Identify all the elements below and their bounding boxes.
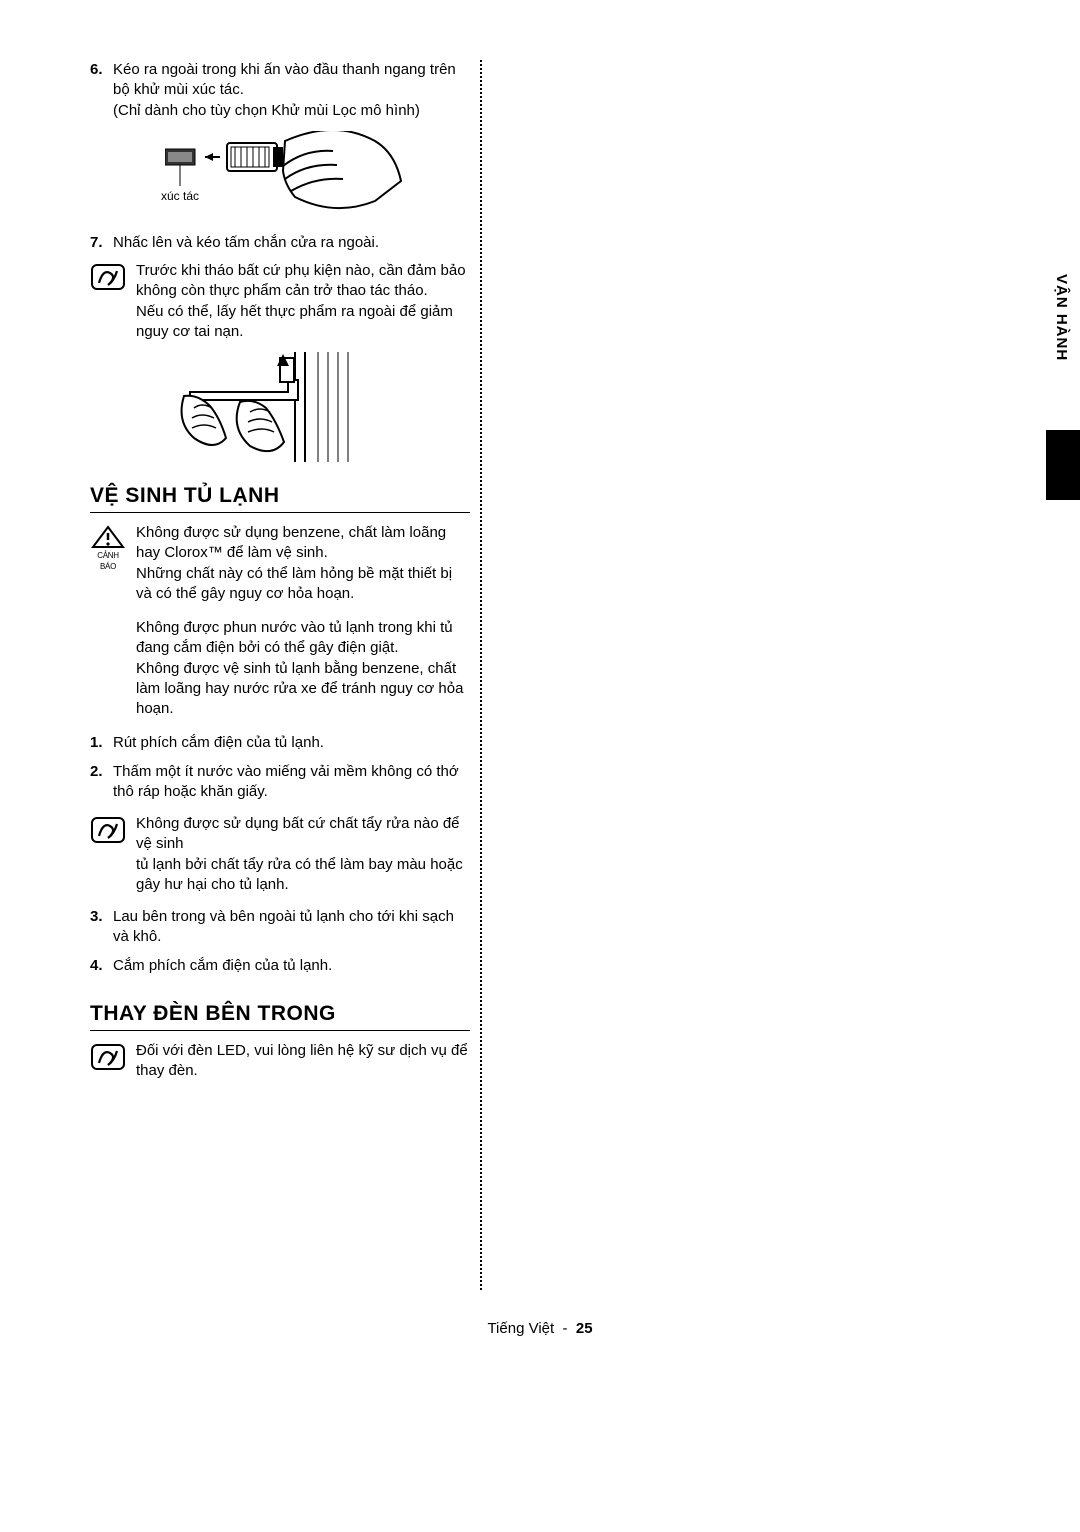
list-text: Rút phích cắm điện của tủ lạnh. <box>113 733 324 753</box>
section-rule <box>90 1030 470 1031</box>
figure-door-guard <box>180 352 470 462</box>
content-column: 6. Kéo ra ngoài trong khi ấn vào đầu tha… <box>90 60 470 1089</box>
list-item: 4. Cắm phích cắm điện của tủ lạnh. <box>90 956 470 976</box>
note-text: Trước khi tháo bất cứ phụ kiện nào, cần … <box>136 261 470 342</box>
list-item: 7. Nhấc lên và kéo tấm chắn cửa ra ngoài… <box>90 233 470 253</box>
page-footer: Tiếng Việt - 25 <box>0 1320 1080 1337</box>
footer-page: 25 <box>576 1320 593 1337</box>
warning-text: Không được sử dụng benzene, chất làm loã… <box>136 523 470 604</box>
note-icon <box>90 261 126 342</box>
footer-sep: - <box>563 1320 568 1337</box>
warning-label: CẢNH BÁO <box>90 551 126 573</box>
list-text: Nhấc lên và kéo tấm chắn cửa ra ngoài. <box>113 233 379 253</box>
section-tab-label: VẬN HÀNH <box>1046 260 1070 361</box>
figure-deodorizer: xúc tác <box>165 131 470 203</box>
note-row: Không được sử dụng bất cứ chất tẩy rửa n… <box>90 814 470 895</box>
note-text: Đối với đèn LED, vui lòng liên hệ kỹ sư … <box>136 1041 470 1082</box>
figure-label: xúc tác <box>160 189 200 203</box>
warning-row: CẢNH BÁO Không được sử dụng benzene, chấ… <box>90 523 470 604</box>
list-number: 4. <box>90 956 105 976</box>
column-divider <box>480 60 482 1290</box>
note-text: Không được sử dụng bất cứ chất tẩy rửa n… <box>136 814 470 895</box>
list-item: 6. Kéo ra ngoài trong khi ấn vào đầu tha… <box>90 60 470 121</box>
list-item: 3. Lau bên trong và bên ngoài tủ lạnh ch… <box>90 907 470 948</box>
note-row: Đối với đèn LED, vui lòng liên hệ kỹ sư … <box>90 1041 470 1082</box>
footer-lang: Tiếng Việt <box>487 1320 554 1337</box>
list-number: 3. <box>90 907 105 948</box>
list-number: 2. <box>90 762 105 803</box>
note-row: Trước khi tháo bất cứ phụ kiện nào, cần … <box>90 261 470 342</box>
section-heading: VỆ SINH TỦ LẠNH <box>90 484 470 508</box>
list-number: 1. <box>90 733 105 753</box>
section-rule <box>90 512 470 513</box>
list-text: Lau bên trong và bên ngoài tủ lạnh cho t… <box>113 907 470 948</box>
note-icon <box>90 814 126 895</box>
list-item: 2. Thấm một ít nước vào miếng vải mềm kh… <box>90 762 470 803</box>
warning-icon: CẢNH BÁO <box>90 523 126 604</box>
list-text: Thấm một ít nước vào miếng vải mềm không… <box>113 762 470 803</box>
warning-text-cont: Không được phun nước vào tủ lạnh trong k… <box>136 618 470 719</box>
note-icon <box>90 1041 126 1082</box>
list-number: 6. <box>90 60 105 121</box>
list-item: 1. Rút phích cắm điện của tủ lạnh. <box>90 733 470 753</box>
list-number: 7. <box>90 233 105 253</box>
list-text: Cắm phích cắm điện của tủ lạnh. <box>113 956 332 976</box>
section-heading: THAY ĐÈN BÊN TRONG <box>90 1002 470 1026</box>
section-tab-marker <box>1046 430 1080 500</box>
list-text: Kéo ra ngoài trong khi ấn vào đầu thanh … <box>113 60 470 121</box>
